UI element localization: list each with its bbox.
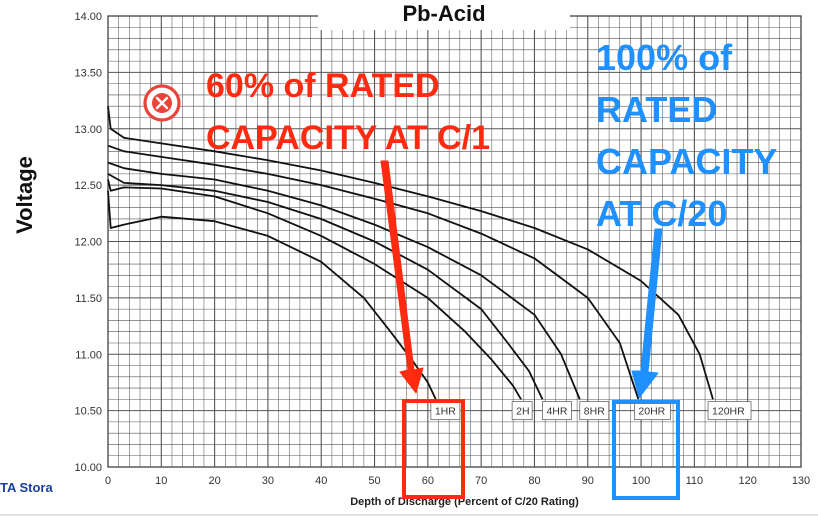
series-line <box>107 144 640 400</box>
x-tick-label: 120 <box>739 475 757 487</box>
x-tick-label: 30 <box>262 475 274 487</box>
x-tick-label: 60 <box>422 475 434 487</box>
x-tick-label: 70 <box>475 475 487 487</box>
annotation-blue: 100% of RATED CAPACITY AT C/20 <box>596 32 777 240</box>
chart-title: Pb-Acid <box>318 0 570 30</box>
annotation-red: 60% of RATED CAPACITY AT C/1 <box>206 60 490 164</box>
y-tick-label: 11.50 <box>75 293 102 305</box>
series-label-box <box>542 401 572 421</box>
x-tick-label: 40 <box>315 475 327 487</box>
series-label: 1HR <box>435 406 456 418</box>
annotation-red-line-1: 60% of RATED <box>206 67 440 105</box>
y-tick-label: 13.50 <box>74 67 102 79</box>
x-tick-label: 100 <box>632 475 650 487</box>
x-tick-label: 0 <box>105 475 111 487</box>
series-line <box>107 173 544 400</box>
annotation-blue-line-2: RATED <box>596 89 718 130</box>
y-axis-label: Voltage <box>12 156 37 234</box>
x-tick-label: 10 <box>155 475 167 487</box>
y-tick-label: 11.00 <box>75 349 102 361</box>
highlight-box-1hr <box>402 399 465 499</box>
y-tick-label: 10.50 <box>74 406 102 418</box>
annotation-blue-line-4: AT C/20 <box>596 193 728 234</box>
series-label-box <box>511 401 533 421</box>
x-tick-label: 80 <box>528 475 540 487</box>
blue-arrow <box>631 228 663 399</box>
series-label: 8HR <box>584 406 605 418</box>
series-line <box>107 161 581 400</box>
circled-x-icon-cross <box>155 96 169 110</box>
annotation-blue-line-3: CAPACITY <box>596 141 778 182</box>
highlight-box-20hr <box>612 400 680 500</box>
y-tick-label: 12.50 <box>74 180 102 192</box>
annotation-blue-line-1: 100% of <box>596 37 733 78</box>
series-line <box>107 106 714 400</box>
x-tick-label: 90 <box>582 475 594 487</box>
x-tick-label: 110 <box>686 475 704 487</box>
bottom-divider <box>0 514 818 516</box>
x-tick-label: 20 <box>208 475 220 487</box>
series-line <box>107 179 522 400</box>
series-label: 4HR <box>546 406 567 418</box>
series-line <box>107 190 437 400</box>
y-tick-label: 14.00 <box>74 11 102 23</box>
series-label: 20HR <box>638 406 665 418</box>
series-label: 2H <box>516 406 529 418</box>
x-tick-label: 50 <box>368 475 380 487</box>
red-arrow <box>380 160 424 394</box>
series-label-box <box>579 401 610 421</box>
y-tick-label: 10.00 <box>74 462 102 474</box>
x-tick-label: 130 <box>792 475 810 487</box>
series-label: 120HR <box>712 406 745 418</box>
cropped-text-left: TA Stora <box>0 480 53 495</box>
annotation-red-line-2: CAPACITY AT C/1 <box>206 119 490 157</box>
series-label-box <box>707 401 752 421</box>
y-tick-label: 13.00 <box>74 124 102 136</box>
y-tick-label: 12.00 <box>74 237 102 249</box>
